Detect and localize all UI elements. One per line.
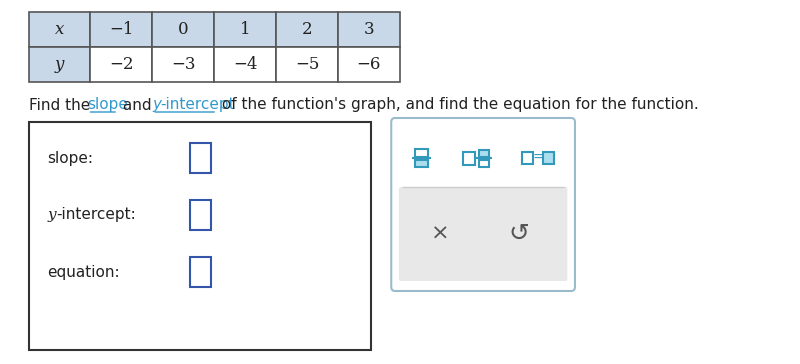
- FancyBboxPatch shape: [190, 143, 211, 173]
- FancyBboxPatch shape: [542, 152, 554, 164]
- FancyBboxPatch shape: [90, 47, 152, 82]
- Text: ↺: ↺: [508, 222, 530, 246]
- FancyBboxPatch shape: [152, 12, 214, 47]
- FancyBboxPatch shape: [29, 12, 90, 47]
- FancyBboxPatch shape: [214, 12, 276, 47]
- Text: slope:: slope:: [47, 150, 94, 166]
- Text: −4: −4: [233, 56, 258, 73]
- FancyBboxPatch shape: [29, 47, 90, 82]
- Text: ×: ×: [431, 224, 450, 244]
- FancyBboxPatch shape: [338, 12, 400, 47]
- Text: of the function's graph, and find the equation for the function.: of the function's graph, and find the eq…: [217, 98, 698, 112]
- FancyBboxPatch shape: [415, 159, 428, 167]
- FancyBboxPatch shape: [190, 257, 211, 287]
- FancyBboxPatch shape: [338, 47, 400, 82]
- FancyBboxPatch shape: [90, 12, 152, 47]
- Text: equation:: equation:: [47, 265, 120, 280]
- Text: 0: 0: [178, 21, 189, 38]
- Text: −3: −3: [171, 56, 195, 73]
- FancyBboxPatch shape: [276, 12, 338, 47]
- Text: −6: −6: [357, 56, 381, 73]
- Text: y: y: [55, 56, 64, 73]
- Text: =: =: [532, 151, 544, 165]
- Text: −5: −5: [295, 56, 319, 73]
- Text: -intercept: -intercept: [160, 98, 234, 112]
- FancyBboxPatch shape: [190, 200, 211, 230]
- Text: 3: 3: [363, 21, 374, 38]
- FancyBboxPatch shape: [214, 47, 276, 82]
- Text: −2: −2: [109, 56, 134, 73]
- FancyBboxPatch shape: [479, 150, 490, 157]
- Text: y: y: [47, 208, 56, 222]
- Text: −1: −1: [109, 21, 134, 38]
- Text: and: and: [118, 98, 157, 112]
- Text: slope: slope: [87, 98, 129, 112]
- FancyBboxPatch shape: [391, 118, 575, 291]
- Text: 1: 1: [240, 21, 250, 38]
- FancyBboxPatch shape: [399, 187, 567, 281]
- Text: -intercept:: -intercept:: [56, 207, 136, 222]
- Text: Find the: Find the: [29, 98, 94, 112]
- FancyBboxPatch shape: [276, 47, 338, 82]
- FancyBboxPatch shape: [152, 47, 214, 82]
- Text: 2: 2: [302, 21, 312, 38]
- FancyBboxPatch shape: [29, 122, 371, 350]
- Text: x: x: [55, 21, 64, 38]
- Text: y: y: [152, 98, 162, 112]
